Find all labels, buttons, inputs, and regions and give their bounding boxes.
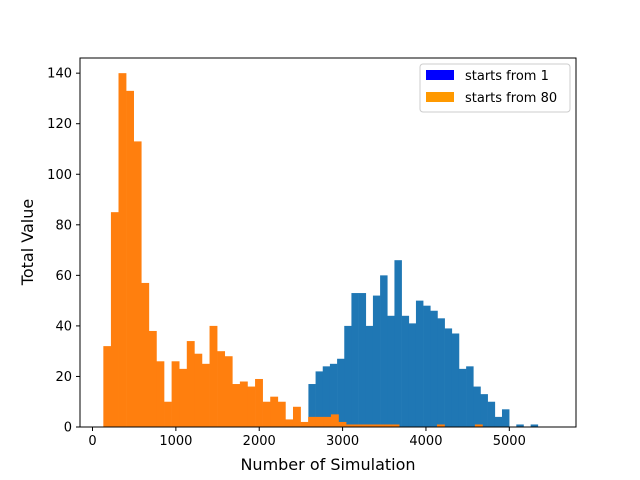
bar-starts-from-80-10 (179, 368, 188, 427)
bar-starts-from-80-6 (148, 330, 157, 427)
legend-swatch-starts-from-80 (426, 92, 454, 102)
bar-starts-from-1-27 (501, 409, 510, 427)
x-tick-label-1000: 1000 (159, 434, 192, 449)
bar-starts-from-1-9 (372, 295, 381, 427)
bar-starts-from-80-9 (171, 361, 180, 427)
bar-starts-from-80-33 (353, 424, 362, 427)
series-starts-from-1-bars (308, 260, 539, 427)
bar-starts-from-1-7 (358, 293, 367, 427)
bar-starts-from-80-1 (110, 212, 119, 427)
bar-starts-from-80-39 (436, 424, 445, 427)
bar-starts-from-1-10 (380, 275, 388, 427)
x-tick-label-2000: 2000 (243, 434, 276, 449)
x-tick-label-3000: 3000 (326, 434, 359, 449)
y-tick-label-60: 60 (55, 269, 72, 284)
bar-starts-from-1-13 (401, 315, 410, 427)
bar-starts-from-1-12 (394, 260, 402, 427)
bar-starts-from-1-14 (408, 323, 417, 427)
bar-starts-from-1-0 (308, 384, 316, 427)
bar-starts-from-1-11 (387, 315, 395, 427)
bar-starts-from-80-19 (247, 386, 256, 427)
bar-starts-from-1-24 (480, 394, 488, 427)
bar-starts-from-80-3 (126, 90, 134, 428)
bar-starts-from-1-3 (329, 363, 338, 427)
x-tick-label-4000: 4000 (409, 434, 442, 449)
bar-starts-from-80-23 (277, 401, 286, 427)
bar-starts-from-1-18 (437, 318, 445, 427)
bar-starts-from-80-36 (376, 424, 385, 427)
bar-starts-from-1-17 (430, 310, 438, 427)
x-tick-label-5000: 5000 (493, 434, 526, 449)
y-tick-label-20: 20 (55, 370, 72, 385)
bar-starts-from-1-6 (351, 293, 359, 427)
bar-starts-from-80-38 (391, 424, 400, 427)
bar-starts-from-1-5 (344, 325, 352, 427)
bar-starts-from-80-12 (194, 353, 203, 427)
bar-starts-from-80-24 (285, 419, 294, 427)
legend-swatch-starts-from-1 (426, 70, 454, 80)
bar-starts-from-80-13 (201, 363, 210, 427)
bar-starts-from-1-19 (444, 328, 453, 427)
bar-starts-from-1-26 (494, 416, 503, 427)
bar-starts-from-80-8 (164, 401, 172, 427)
bar-starts-from-80-16 (224, 356, 233, 427)
bar-starts-from-80-25 (292, 406, 301, 427)
bar-starts-from-1-29 (530, 424, 539, 427)
bar-starts-from-80-40 (474, 424, 483, 427)
series-starts-from-80-bars (103, 73, 483, 428)
bar-starts-from-1-2 (322, 366, 331, 427)
bar-starts-from-1-1 (315, 371, 324, 427)
bar-starts-from-80-22 (270, 396, 279, 427)
legend-box (419, 63, 571, 113)
bar-starts-from-80-28 (315, 416, 324, 427)
bar-starts-from-80-31 (338, 421, 347, 427)
bar-starts-from-1-25 (487, 401, 496, 427)
bar-starts-from-80-7 (156, 361, 165, 427)
x-axis-label: Number of Simulation (240, 455, 415, 474)
bar-starts-from-80-17 (232, 384, 241, 427)
y-tick-label-100: 100 (47, 168, 72, 183)
bar-starts-from-80-29 (323, 416, 332, 427)
y-tick-label-0: 0 (64, 421, 72, 436)
bar-starts-from-1-4 (337, 358, 345, 427)
y-tick-label-80: 80 (55, 218, 72, 233)
bar-starts-from-80-0 (103, 346, 112, 427)
y-tick-label-140: 140 (47, 67, 72, 82)
legend: starts from 1 starts from 80 (419, 63, 571, 113)
bar-starts-from-1-20 (451, 333, 460, 427)
bar-starts-from-1-23 (473, 386, 481, 427)
bar-starts-from-1-22 (466, 366, 474, 427)
bar-starts-from-1-8 (365, 325, 374, 427)
bar-starts-from-80-2 (118, 73, 127, 427)
bar-starts-from-80-11 (186, 341, 195, 427)
bar-starts-from-80-15 (217, 351, 226, 427)
bar-starts-from-80-30 (330, 414, 339, 427)
bar-starts-from-1-15 (415, 300, 424, 427)
x-tick-label-0: 0 (88, 434, 96, 449)
bar-starts-from-80-20 (255, 378, 263, 427)
bar-starts-from-80-27 (308, 416, 317, 427)
bar-starts-from-1-16 (423, 305, 431, 427)
bar-starts-from-80-4 (133, 141, 142, 427)
y-axis-ticks: 0 20 40 60 80 100 120 140 (47, 67, 80, 436)
y-axis-label: Total Value (18, 199, 37, 286)
bar-starts-from-80-37 (384, 424, 392, 427)
bar-starts-from-80-26 (300, 421, 309, 427)
legend-label-starts-from-80: starts from 80 (465, 91, 557, 106)
bar-starts-from-1-28 (516, 424, 524, 427)
bar-starts-from-80-34 (361, 424, 370, 427)
bar-starts-from-80-14 (209, 325, 218, 427)
bar-starts-from-80-5 (141, 282, 150, 427)
y-tick-label-120: 120 (47, 117, 72, 132)
y-tick-label-40: 40 (55, 319, 72, 334)
plot-frame (79, 57, 577, 428)
bar-starts-from-80-32 (346, 424, 354, 427)
bar-starts-from-1-21 (458, 368, 467, 427)
bar-starts-from-80-21 (262, 401, 271, 427)
legend-label-starts-from-1: starts from 1 (465, 69, 549, 84)
x-axis-ticks: 0 1000 2000 3000 4000 5000 (88, 427, 526, 449)
bar-starts-from-80-35 (368, 424, 377, 427)
bar-starts-from-80-18 (239, 381, 248, 427)
